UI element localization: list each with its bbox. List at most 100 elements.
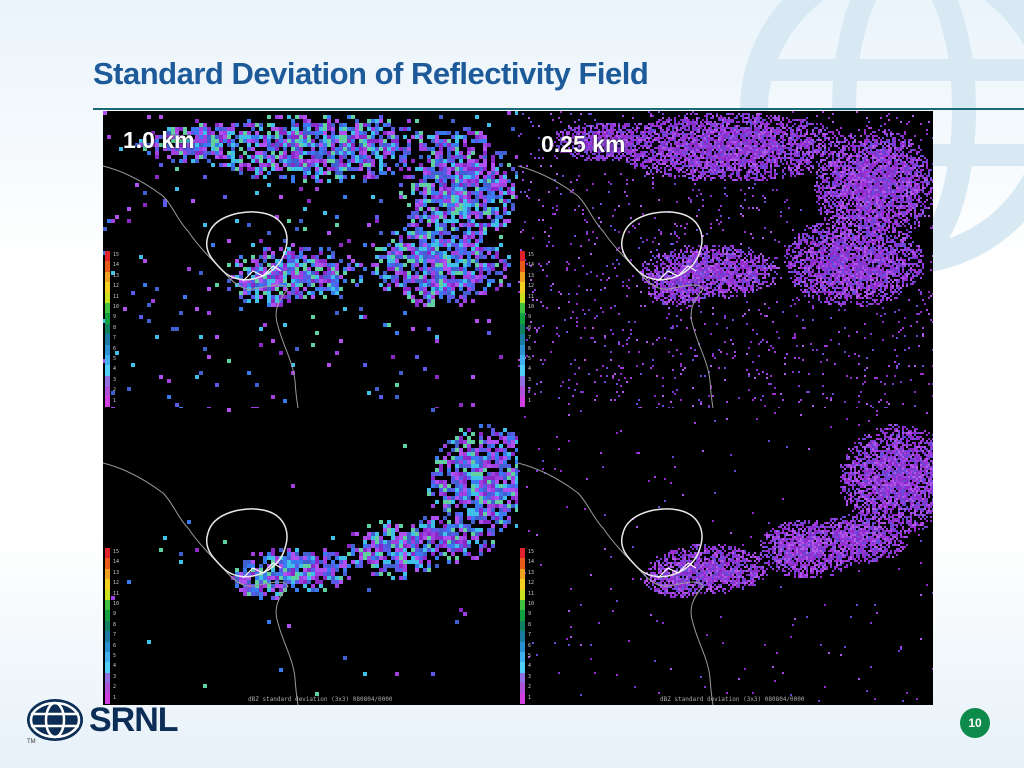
radar-panel-bottom-left: 15 14 13 12 11 10 9 8 7 6 5 4 3 2 1 [103,408,518,705]
colorbar-segment [105,610,110,621]
colorbar-segment [520,683,525,694]
colorbar-tick-label: 12 [528,580,535,587]
colorbar-tick-label: 6 [113,642,117,649]
colorbar-segment [105,396,110,407]
colorbar-segment [105,323,110,335]
colorbar-segment [520,651,525,663]
colorbar-segment [520,579,525,590]
colorbar-segment [105,620,110,632]
colorbar-tick-label: 3 [528,376,532,383]
colorbar-tick-label: 11 [113,293,120,300]
colorbar-segment [520,354,525,366]
radar-image [103,111,518,408]
colorbar-tick-label: 2 [528,387,532,394]
colorbar-tick-label: 13 [528,569,535,576]
radar-image [518,410,933,705]
colorbar-segment [105,641,110,652]
colorbar-tick-label: 3 [528,673,532,680]
colorbar-segment [105,344,110,355]
colorbar-segment [520,386,525,397]
colorbar-segment [105,302,110,314]
colorbar-tick-label: 1 [528,694,532,701]
colorbar-tick-label: 2 [528,684,532,691]
colorbar-tick-label: 3 [113,673,117,680]
colorbar-tick-label: 5 [113,356,117,362]
colorbar-tick-label: 5 [113,653,117,659]
colorbar-tick-label: 9 [528,314,532,321]
colorbar-segment [520,662,525,673]
radar-image [103,408,518,705]
colorbar-tick-label: 6 [113,345,117,352]
colorbar-tick-label: 6 [528,642,532,649]
colorbar: 15 14 13 12 11 10 9 8 7 6 5 4 3 2 1 [520,548,534,704]
colorbar-tick-label: 15 [113,549,120,555]
colorbar-segment [105,599,110,611]
colorbar-tick-label: 13 [113,272,120,279]
radar-image [518,111,933,408]
colorbar-tick-label: 4 [528,663,532,670]
colorbar-segment [105,693,110,704]
colorbar-segment [520,631,525,642]
colorbar: 15 14 13 12 11 10 9 8 7 6 5 4 3 2 1 [105,548,119,704]
colorbar-segment [105,271,110,283]
colorbar-tick-label: 10 [113,601,120,607]
colorbar-segment [520,672,525,684]
colorbar-tick-label: 8 [113,324,117,331]
colorbar-segment [105,375,110,387]
colorbar-segment [105,292,110,303]
colorbar-segment [520,610,525,621]
page-number-badge: 10 [960,708,990,738]
radar-panel-top-right: 15 14 13 12 11 10 9 8 7 6 5 4 3 2 1 [518,111,933,408]
colorbar-tick-label: 1 [113,397,117,404]
trademark-mark: TM [27,739,36,745]
colorbar-tick-label: 8 [528,621,532,628]
colorbar-segment [520,620,525,632]
colorbar-tick-label: 15 [113,252,120,258]
logo-text: SRNL [89,700,179,739]
colorbar-tick-label: 15 [528,252,535,258]
colorbar-tick-label: 8 [528,324,532,331]
colorbar-tick-label: 13 [113,569,120,576]
colorbar-segment [105,251,110,262]
colorbar-segment [105,631,110,642]
colorbar-tick-label: 12 [528,283,535,290]
colorbar-segment [520,292,525,303]
colorbar-tick-label: 11 [528,293,535,300]
colorbar-tick-label: 13 [528,272,535,279]
title-divider [93,108,1024,110]
colorbar-segment [105,282,110,293]
colorbar-segment [520,282,525,293]
colorbar-tick-label: 14 [113,262,120,269]
panel-caption-bottom-left: dBZ standard deviation (3x3) 080804/0000 [248,696,393,703]
panel-caption-bottom-right: dBZ standard deviation (3x3) 080804/0000 [660,696,805,703]
colorbar-tick-label: 4 [113,366,117,373]
globe-logo-icon [27,699,83,741]
colorbar-tick-label: 7 [113,335,117,342]
colorbar-segment [105,334,110,345]
colorbar-tick-label: 7 [113,632,117,639]
colorbar-tick-label: 2 [113,684,117,691]
colorbar-segment [520,693,525,704]
colorbar-segment [520,261,525,272]
colorbar-tick-label: 2 [113,387,117,394]
colorbar-segment [520,558,525,569]
colorbar-segment [105,261,110,272]
page-title: Standard Deviation of Reflectivity Field [93,56,649,91]
colorbar-tick-label: 4 [113,663,117,670]
reflectivity-figure: 15 14 13 12 11 10 9 8 7 6 5 4 3 2 1 15 14 13 12 11 10 9 8 7 6 5 4… [103,111,933,705]
colorbar-tick-label: 5 [528,653,532,659]
colorbar-tick-label: 10 [113,304,120,310]
colorbar-segment [520,641,525,652]
colorbar-segment [520,334,525,345]
colorbar-tick-label: 8 [113,621,117,628]
colorbar-segment [105,386,110,397]
colorbar-segment [520,251,525,262]
colorbar-segment [105,672,110,684]
colorbar-segment [105,568,110,580]
colorbar-tick-label: 4 [528,366,532,373]
colorbar-tick-label: 7 [528,335,532,342]
colorbar-tick-label: 11 [528,590,535,597]
colorbar-segment [105,579,110,590]
colorbar-segment [105,558,110,569]
colorbar-tick-label: 10 [528,304,535,310]
